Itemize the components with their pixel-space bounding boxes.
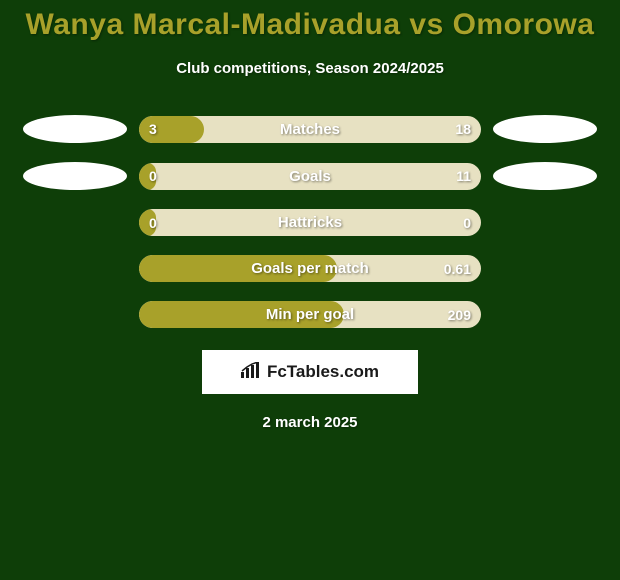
date-text: 2 march 2025 (0, 414, 620, 431)
stat-bar-fill (139, 163, 156, 190)
stat-row: Goals per match0.61 (0, 255, 620, 282)
stat-row: 3Matches18 (0, 115, 620, 143)
brand-box: FcTables.com (202, 350, 418, 394)
stat-bar-fill (139, 209, 156, 236)
player-right-oval (493, 162, 597, 190)
page-title: Wanya Marcal-Madivadua vs Omorowa (0, 0, 620, 42)
brand-chart-icon (241, 362, 261, 383)
player-left-oval (23, 162, 127, 190)
player-right-oval (493, 115, 597, 143)
stat-label: Goals (139, 163, 481, 190)
stat-value-right: 209 (448, 301, 471, 328)
stat-row: Min per goal209 (0, 301, 620, 328)
stat-bar: Goals per match0.61 (139, 255, 481, 282)
stat-value-right: 0 (463, 209, 471, 236)
stat-bar: 3Matches18 (139, 116, 481, 143)
stat-value-right: 0.61 (444, 255, 471, 282)
stat-bar: 0Goals11 (139, 163, 481, 190)
comparison-infographic: Wanya Marcal-Madivadua vs Omorowa Club c… (0, 0, 620, 580)
stat-value-right: 11 (456, 163, 471, 190)
player-left-oval (23, 115, 127, 143)
stat-bar-fill (139, 301, 344, 328)
brand-text: FcTables.com (267, 362, 379, 382)
stat-bar: 0Hattricks0 (139, 209, 481, 236)
stat-row: 0Hattricks0 (0, 209, 620, 236)
stat-bar: Min per goal209 (139, 301, 481, 328)
stat-bar-fill (139, 116, 204, 143)
stat-rows: 3Matches180Goals110Hattricks0Goals per m… (0, 115, 620, 328)
page-subtitle: Club competitions, Season 2024/2025 (0, 60, 620, 77)
stat-label: Hattricks (139, 209, 481, 236)
stat-value-right: 18 (455, 116, 471, 143)
stat-bar-fill (139, 255, 337, 282)
stat-row: 0Goals11 (0, 162, 620, 190)
